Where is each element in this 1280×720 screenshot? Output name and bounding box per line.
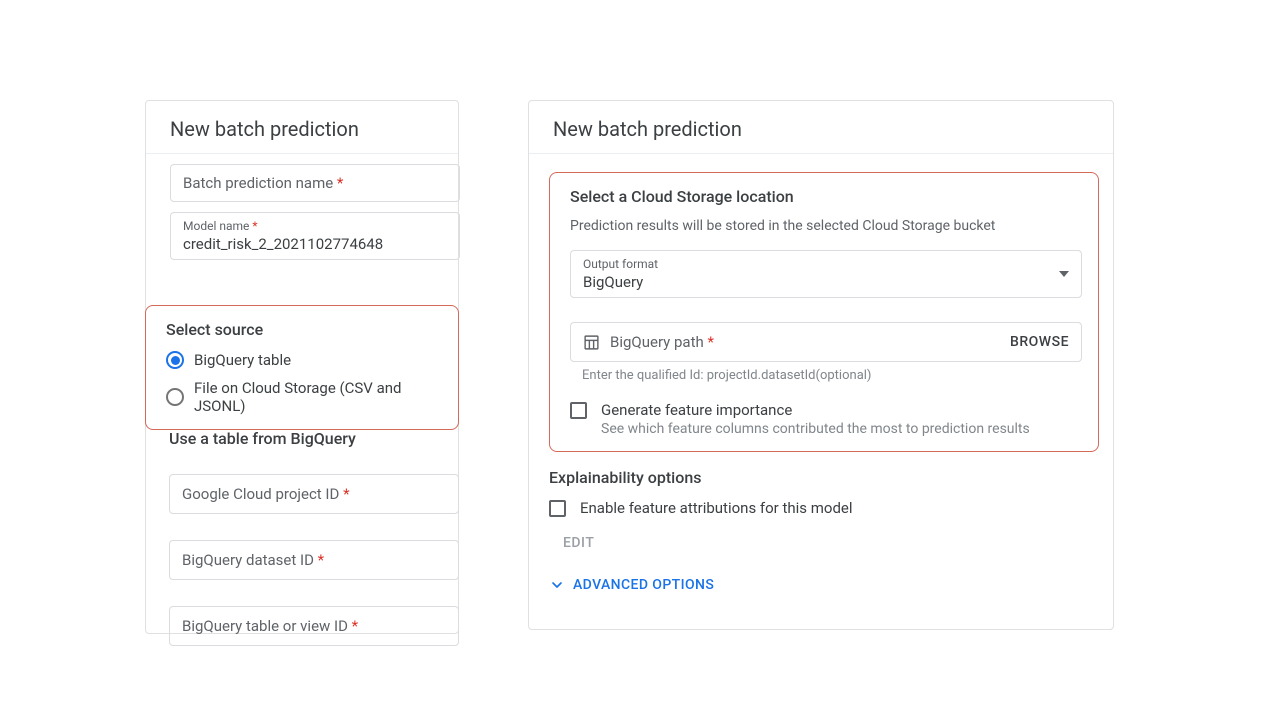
left-lower-section: Use a table from BigQuery Google Cloud p… [145,415,459,646]
left-inputs: Google Cloud project ID * BigQuery datas… [145,474,459,646]
bq-path-label: BigQuery path [610,333,704,351]
dropdown-arrow-icon [1059,271,1069,277]
radio-bigquery-table[interactable]: BigQuery table [166,351,442,369]
explain-checkbox-label: Enable feature attributions for this mod… [580,499,853,517]
radio-bigquery-label: BigQuery table [194,351,291,369]
output-format-select[interactable]: Output format BigQuery [570,250,1082,298]
feature-importance-desc: See which feature columns contributed th… [601,421,1030,437]
radio-cloudstorage-label: File on Cloud Storage (CSV and JSONL) [194,379,442,415]
use-table-subhead: Use a table from BigQuery [145,415,459,448]
browse-button[interactable]: BROWSE [1010,334,1069,350]
explainability-title: Explainability options [549,468,1093,487]
batch-name-placeholder: Batch prediction name [183,174,333,192]
left-title: New batch prediction [146,101,458,153]
explainability-section: Explainability options Enable feature at… [529,452,1113,551]
storage-section-desc: Prediction results will be stored in the… [570,218,1082,234]
cloud-storage-section: Select a Cloud Storage location Predicti… [549,172,1099,452]
project-id-input[interactable]: Google Cloud project ID * [169,474,459,514]
select-source-title: Select source [166,320,442,339]
checkbox-unchecked-icon [570,402,587,419]
checkbox-unchecked-icon [549,500,566,517]
feature-importance-content: Generate feature importance See which fe… [601,401,1030,437]
feature-importance-label: Generate feature importance [601,401,1030,419]
radio-off-icon [166,388,184,406]
bigquery-path-input[interactable]: BigQuery path * BROWSE [570,322,1082,362]
explain-checkbox-content: Enable feature attributions for this mod… [580,499,853,517]
output-format-value: BigQuery [583,273,1069,291]
batch-name-input[interactable]: Batch prediction name * [170,164,460,202]
right-panel: New batch prediction Select a Cloud Stor… [528,100,1114,630]
radio-on-icon [166,351,184,369]
right-title: New batch prediction [529,101,1113,153]
edit-button[interactable]: EDIT [549,517,1093,551]
select-source-section: Select source BigQuery table File on Clo… [145,305,459,430]
batch-name-field-wrap: Batch prediction name * [146,164,458,202]
model-name-value: credit_risk_2_2021102774648 [183,235,447,253]
advanced-options-label: ADVANCED OPTIONS [573,577,714,593]
storage-section-title: Select a Cloud Storage location [570,187,1082,206]
divider [146,153,458,154]
required-asterisk: * [704,333,714,351]
divider [529,153,1113,154]
chevron-down-icon [549,577,565,593]
output-format-label: Output format [583,257,1069,271]
bq-path-hint: Enter the qualified Id: projectId.datase… [570,362,1082,383]
dataset-id-input[interactable]: BigQuery dataset ID * [169,540,459,580]
model-name-input[interactable]: Model name * credit_risk_2_2021102774648 [170,212,460,260]
table-icon [583,334,600,351]
model-name-field-wrap: Model name * credit_risk_2_2021102774648 [146,212,458,260]
advanced-options-toggle[interactable]: ADVANCED OPTIONS [529,551,1113,593]
feature-importance-checkbox-row[interactable]: Generate feature importance See which fe… [570,401,1082,437]
table-id-input[interactable]: BigQuery table or view ID * [169,606,459,646]
explain-checkbox-row[interactable]: Enable feature attributions for this mod… [549,499,1093,517]
required-asterisk: * [333,174,343,192]
radio-cloud-storage-file[interactable]: File on Cloud Storage (CSV and JSONL) [166,379,442,415]
model-name-label: Model name * [183,219,447,233]
